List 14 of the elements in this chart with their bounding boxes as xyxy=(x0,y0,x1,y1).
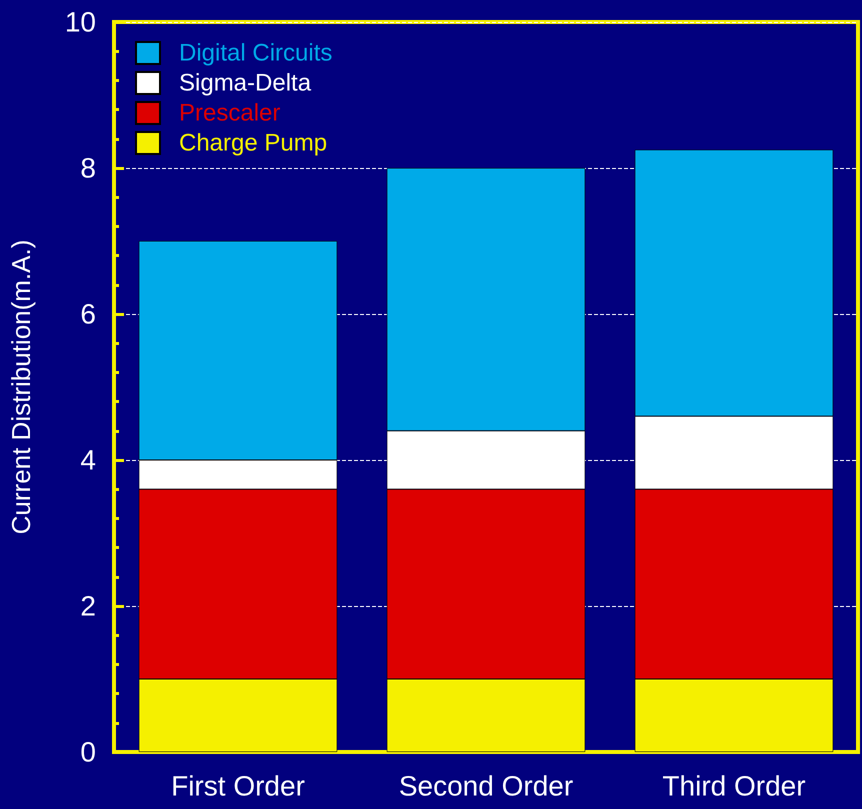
y-tick-label: 2 xyxy=(80,590,96,622)
x-tick-label: Second Order xyxy=(398,770,574,802)
y-tick-label: 10 xyxy=(64,6,96,38)
y-tick-label: 0 xyxy=(80,736,96,768)
y-tick-label: 8 xyxy=(80,152,96,184)
y-tick-label: 4 xyxy=(80,444,96,476)
x-tick-label: Third Order xyxy=(662,770,806,802)
y-axis-title: Current Distribution(m.A.) xyxy=(6,240,36,534)
legend-label: Sigma-Delta xyxy=(179,70,312,96)
legend-label: Charge Pump xyxy=(179,130,328,156)
legend-label: Digital Circuits xyxy=(179,40,332,66)
x-tick-label: First Order xyxy=(171,770,305,802)
legend-label: Prescaler xyxy=(179,100,280,126)
y-tick-label: 6 xyxy=(80,298,96,330)
